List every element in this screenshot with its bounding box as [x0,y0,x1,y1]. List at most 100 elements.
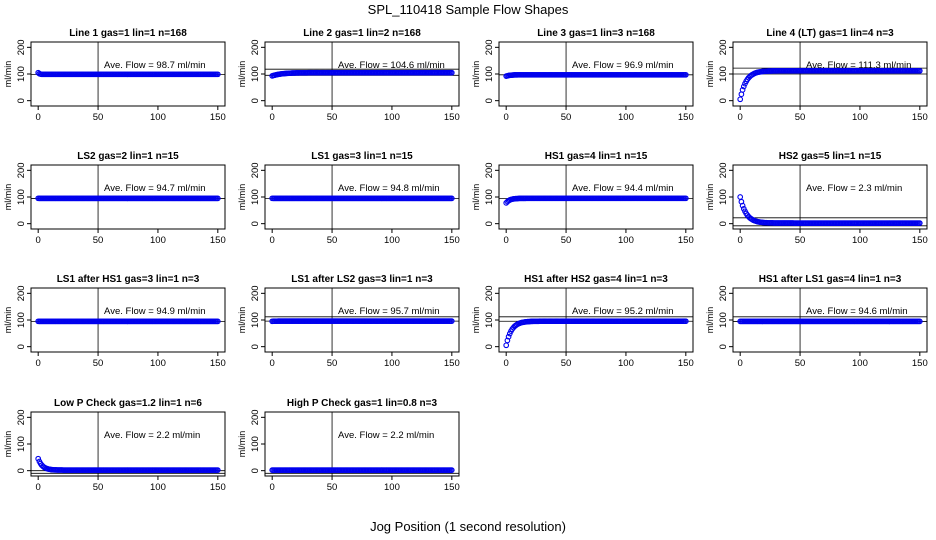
x-tick-label: 50 [795,112,806,123]
data-point [448,69,455,76]
y-tick-label: 0 [718,98,729,103]
data-point [739,202,746,209]
panel-title: Line 4 (LT) gas=1 lin=4 n=3 [766,28,894,39]
panel-title: Low P Check gas=1.2 lin=1 n=6 [54,398,202,409]
panel-title: Line 1 gas=1 lin=1 n=168 [69,28,187,39]
y-tick-label: 200 [250,409,261,425]
panel-title: LS1 after HS1 gas=3 lin=1 n=3 [57,274,200,285]
chart-panel: Line 2 gas=1 lin=2 n=168 0 50 100 150 0 100 200… [237,28,460,123]
x-tick-label: 0 [504,358,509,369]
y-tick-label: 100 [250,189,261,205]
data-point [448,467,455,473]
y-tick-label: 200 [484,162,495,178]
y-axis-label: ml/min [471,184,481,211]
panel-title: Line 2 gas=1 lin=2 n=168 [303,28,421,39]
figure-title: SPL_110418 Sample Flow Shapes [367,2,569,17]
y-axis-label: ml/min [237,307,247,334]
chart-panel: HS1 gas=4 lin=1 n=15 0 50 100 150 0 100 200ml/m… [471,151,694,246]
x-tick-label: 150 [444,482,460,493]
x-tick-label: 150 [912,112,928,123]
y-axis-label: ml/min [237,431,247,458]
y-tick-label: 0 [718,344,729,349]
average-flow-annotation: Ave. Flow = 95.2 ml/min [572,306,673,317]
x-tick-label: 0 [270,358,275,369]
x-tick-label: 150 [444,235,460,246]
data-point [916,220,923,226]
x-tick-label: 150 [912,235,928,246]
y-tick-label: 100 [718,312,729,328]
data-point [682,318,689,325]
data-point [214,467,221,473]
y-tick-label: 0 [484,344,495,349]
x-tick-label: 50 [327,358,338,369]
y-tick-label: 200 [250,162,261,178]
y-tick-label: 200 [484,39,495,55]
x-tick-label: 100 [150,358,166,369]
panel-title: LS2 gas=2 lin=1 n=15 [77,151,179,162]
data-point [214,195,221,202]
x-tick-label: 50 [327,112,338,123]
y-tick-label: 100 [16,436,27,452]
y-tick-label: 200 [16,285,27,301]
y-tick-label: 200 [484,285,495,301]
panel-title: HS1 after HS2 gas=4 lin=1 n=3 [524,274,668,285]
y-tick-label: 0 [16,468,27,473]
y-axis-label: ml/min [237,184,247,211]
average-flow-annotation: Ave. Flow = 94.7 ml/min [104,183,205,194]
x-tick-label: 150 [444,112,460,123]
y-axis-label: ml/min [705,184,715,211]
y-tick-label: 100 [250,312,261,328]
average-flow-annotation: Ave. Flow = 2.3 ml/min [806,183,902,194]
average-flow-annotation: Ave. Flow = 94.6 ml/min [806,306,907,317]
x-tick-label: 0 [36,112,41,123]
x-tick-label: 50 [561,112,572,123]
panel-title: LS1 gas=3 lin=1 n=15 [311,151,413,162]
average-flow-annotation: Ave. Flow = 95.7 ml/min [338,306,439,317]
chart-panel: LS2 gas=2 lin=1 n=15 0 50 100 150 0 100 200ml/m… [3,151,226,246]
average-flow-annotation: Ave. Flow = 94.4 ml/min [572,183,673,194]
average-flow-annotation: Ave. Flow = 98.7 ml/min [104,60,205,71]
chart-panel: HS1 after HS2 gas=4 lin=1 n=3 0 50 100 150 0 1… [471,274,694,369]
data-point [448,318,455,324]
y-axis-label: ml/min [3,61,13,88]
x-tick-label: 50 [795,358,806,369]
y-tick-label: 100 [16,66,27,82]
y-axis-label: ml/min [3,431,13,458]
y-tick-label: 100 [718,66,729,82]
x-tick-label: 100 [150,112,166,123]
y-tick-label: 0 [484,221,495,226]
chart-panel: LS1 after LS2 gas=3 lin=1 n=3 0 50 100 150 0 1… [237,274,460,369]
x-tick-label: 100 [150,235,166,246]
panel-title: HS2 gas=5 lin=1 n=15 [779,151,882,162]
x-tick-label: 50 [93,235,104,246]
x-tick-label: 100 [384,235,400,246]
x-tick-label: 0 [270,235,275,246]
data-point [737,96,744,103]
average-flow-annotation: Ave. Flow = 2.2 ml/min [104,430,200,441]
y-tick-label: 200 [250,39,261,55]
x-tick-label: 0 [36,482,41,493]
x-tick-label: 50 [795,235,806,246]
x-tick-label: 50 [561,358,572,369]
data-point [448,195,455,202]
x-tick-label: 0 [738,358,743,369]
average-flow-annotation: Ave. Flow = 2.2 ml/min [338,430,434,441]
x-tick-label: 150 [210,482,226,493]
x-tick-label: 0 [36,235,41,246]
plot-frame [732,164,928,230]
x-tick-label: 100 [852,112,868,123]
y-tick-label: 0 [250,468,261,473]
average-flow-annotation: Ave. Flow = 94.9 ml/min [104,306,205,317]
chart-panel: HS1 after LS1 gas=4 lin=1 n=3 0 50 100 150 0 1… [705,274,928,369]
y-tick-label: 0 [484,98,495,103]
x-tick-label: 150 [678,235,694,246]
chart-panel: Line 4 (LT) gas=1 lin=4 n=3 0 50 100 150 0 100… [705,28,928,123]
x-tick-label: 50 [93,482,104,493]
chart-panel: HS2 gas=5 lin=1 n=15 0 50 100 150 0 100 200ml/m… [705,151,928,246]
x-tick-label: 150 [912,358,928,369]
y-tick-label: 200 [718,39,729,55]
average-flow-annotation: Ave. Flow = 94.8 ml/min [338,183,439,194]
y-axis-label: ml/min [3,307,13,334]
y-tick-label: 0 [250,344,261,349]
y-tick-label: 0 [16,344,27,349]
